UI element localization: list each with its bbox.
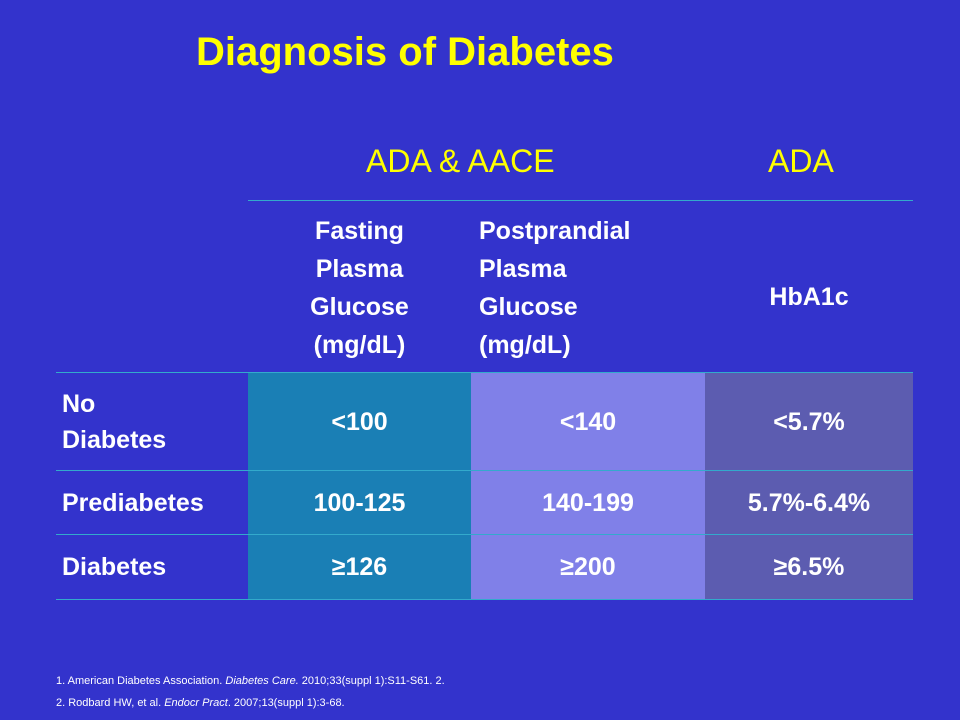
column-header-line: Glucose <box>310 293 409 321</box>
cell-postprandial-diabetes: ≥200 <box>471 535 705 599</box>
column-header-line: (mg/dL) <box>479 331 571 359</box>
cell-fasting-no-diabetes: <100 <box>248 373 471 471</box>
row-label-no-diabetes: No Diabetes <box>56 373 248 471</box>
reference-1: 1. American Diabetes Association. Diabet… <box>56 675 445 687</box>
row-label-line: Prediabetes <box>62 489 204 517</box>
cell-hba1c-prediabetes: 5.7%-6.4% <box>705 471 913 535</box>
row-rule <box>56 534 913 535</box>
column-header-line: Postprandial <box>479 217 631 245</box>
slide-title: Diagnosis of Diabetes <box>196 30 614 74</box>
row-rule <box>56 372 913 373</box>
cell-postprandial-no-diabetes: <140 <box>471 373 705 471</box>
cell-hba1c-no-diabetes: <5.7% <box>705 373 913 471</box>
row-label-prediabetes: Prediabetes <box>56 471 248 535</box>
column-header-fasting: Fasting Plasma Glucose (mg/dL) <box>248 212 471 364</box>
column-header-hba1c: HbA1c <box>769 283 849 311</box>
column-header-line: Plasma <box>479 255 567 283</box>
references: 1. American Diabetes Association. Diabet… <box>56 670 445 714</box>
column-header-postprandial: Postprandial Plasma Glucose (mg/dL) <box>479 212 704 364</box>
reference-2: 2. Rodbard HW, et al. Endocr Pract. 2007… <box>56 697 345 709</box>
column-header-line: Glucose <box>479 293 578 321</box>
group-label-ada-aace: ADA & AACE <box>366 143 555 179</box>
cell-hba1c-diabetes: ≥6.5% <box>705 535 913 599</box>
group-label-ada: ADA <box>768 143 834 179</box>
column-header-line: (mg/dL) <box>313 331 406 359</box>
cell-fasting-prediabetes: 100-125 <box>248 471 471 535</box>
row-label-line: No <box>62 390 96 418</box>
row-rule <box>56 599 913 600</box>
row-rule <box>56 470 913 471</box>
column-header-line: Fasting <box>315 217 404 245</box>
header-rule <box>248 200 913 201</box>
row-label-line: Diabetes <box>62 426 167 454</box>
cell-fasting-diabetes: ≥126 <box>248 535 471 599</box>
column-header-line: Plasma <box>315 255 404 283</box>
row-label-diabetes: Diabetes <box>56 535 248 599</box>
row-label-line: Diabetes <box>62 553 167 581</box>
cell-postprandial-prediabetes: 140-199 <box>471 471 705 535</box>
